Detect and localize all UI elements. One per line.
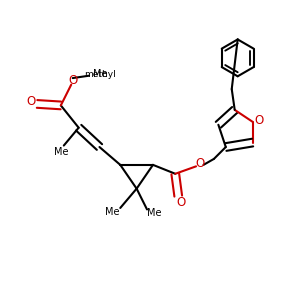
- Text: Me: Me: [93, 69, 108, 79]
- Text: Me: Me: [147, 208, 162, 218]
- Text: Me: Me: [54, 147, 68, 157]
- Text: O: O: [26, 95, 35, 108]
- Text: O: O: [176, 196, 185, 208]
- Text: methyl: methyl: [84, 70, 116, 79]
- Text: O: O: [196, 158, 205, 170]
- Text: Me: Me: [105, 207, 119, 217]
- Text: O: O: [254, 114, 264, 127]
- Text: O: O: [68, 74, 77, 87]
